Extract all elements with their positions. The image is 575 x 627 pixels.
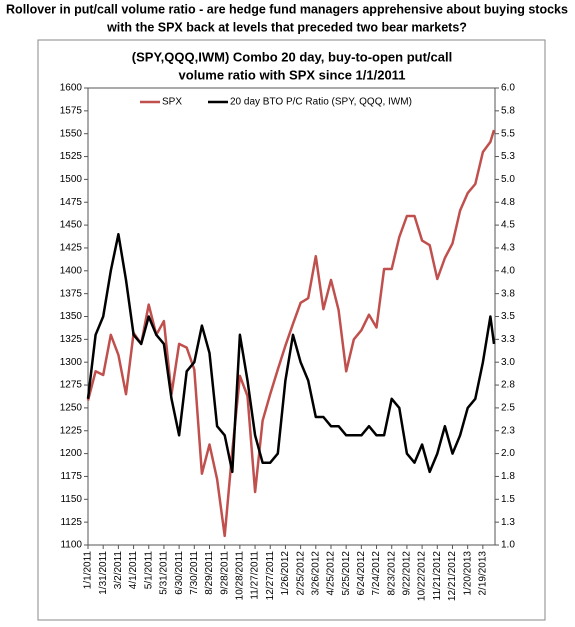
y2-tick-label: 5.5: [501, 128, 515, 139]
y2-tick-label: 4.3: [501, 243, 515, 254]
chart-title: Rollover in put/call volume ratio - are …: [6, 2, 568, 16]
x-tick-label: 11/27/2011: [250, 551, 261, 600]
x-tick-label: 8/23/2012: [386, 551, 397, 596]
x-tick-label: 1/31/2011: [98, 551, 109, 595]
y-tick-label: 1400: [60, 265, 83, 276]
x-tick-label: 3/2/2011: [113, 551, 124, 590]
y-tick-label: 1100: [60, 540, 82, 551]
y-tick-label: 1250: [60, 403, 83, 414]
chart-title: with the SPX back at levels that precede…: [106, 20, 467, 34]
series-line: [86, 232, 496, 474]
y-tick-label: 1125: [60, 517, 82, 528]
x-tick-label: 10/22/2012: [417, 551, 428, 601]
x-tick-label: 4/25/2012: [326, 551, 337, 596]
y2-tick-label: 2.3: [501, 425, 515, 436]
legend-label: SPX: [162, 97, 182, 108]
y2-tick-label: 2.0: [501, 448, 515, 459]
y2-tick-label: 5.0: [501, 174, 515, 185]
x-tick-label: 10/28/2011: [235, 551, 246, 601]
y-tick-label: 1450: [60, 220, 83, 231]
y2-tick-label: 1.8: [501, 471, 515, 482]
legend-label: 20 day BTO P/C Ratio (SPY, QQQ, IWM): [230, 97, 412, 108]
y2-tick-label: 6.0: [501, 83, 515, 94]
y2-tick-label: 3.3: [501, 334, 515, 345]
x-tick-label: 9/28/2011: [219, 551, 230, 595]
y2-tick-label: 2.5: [501, 403, 515, 414]
y-tick-label: 1200: [60, 448, 83, 459]
x-tick-label: 5/25/2012: [341, 551, 352, 596]
x-tick-label: 11/21/2012: [432, 551, 443, 601]
y-tick-label: 1175: [60, 471, 82, 482]
y2-tick-label: 3.0: [501, 357, 515, 368]
x-tick-label: 5/1/2011: [143, 551, 154, 590]
y-tick-label: 1225: [60, 425, 83, 436]
x-tick-label: 1/26/2012: [280, 551, 291, 596]
y2-tick-label: 3.8: [501, 288, 515, 299]
x-tick-label: 1/20/2013: [462, 551, 473, 596]
x-tick-label: 2/19/2013: [477, 551, 488, 596]
y-tick-label: 1475: [60, 197, 83, 208]
x-tick-label: 12/21/2012: [447, 551, 458, 601]
y-tick-label: 1375: [60, 288, 83, 299]
y2-tick-label: 4.0: [501, 265, 515, 276]
chart-subtitle: (SPY,QQQ,IWM) Combo 20 day, buy-to-open …: [132, 49, 452, 64]
y-tick-label: 1425: [60, 243, 83, 254]
x-tick-label: 7/24/2012: [371, 551, 382, 596]
y-tick-label: 1325: [60, 334, 83, 345]
x-tick-label: 1/1/2011: [83, 551, 94, 590]
y-tick-label: 1600: [60, 83, 83, 94]
y-tick-label: 1575: [60, 105, 83, 116]
y2-tick-label: 4.5: [501, 220, 515, 231]
x-tick-label: 2/25/2012: [295, 551, 306, 596]
y-tick-label: 1350: [60, 311, 83, 322]
y-tick-label: 1525: [60, 151, 83, 162]
x-tick-label: 6/30/2011: [174, 551, 185, 595]
x-tick-label: 8/29/2011: [204, 551, 215, 595]
y2-tick-label: 4.8: [501, 197, 515, 208]
x-tick-label: 5/31/2011: [159, 551, 170, 595]
y2-tick-label: 5.8: [501, 105, 515, 116]
y-tick-label: 1500: [60, 174, 83, 185]
y2-tick-label: 5.3: [501, 151, 515, 162]
x-tick-label: 6/24/2012: [356, 551, 367, 596]
y-tick-label: 1300: [60, 357, 83, 368]
y2-tick-label: 2.8: [501, 380, 515, 391]
y-tick-label: 1150: [60, 494, 82, 505]
x-tick-label: 12/27/2011: [265, 551, 276, 601]
y2-tick-label: 1.5: [501, 494, 515, 505]
y-tick-label: 1550: [60, 128, 83, 139]
x-tick-label: 4/1/2011: [128, 551, 139, 590]
chart-subtitle: volume ratio with SPX since 1/1/2011: [179, 67, 406, 82]
x-tick-label: 3/26/2012: [310, 551, 321, 596]
y2-tick-label: 1.0: [501, 540, 515, 551]
x-tick-label: 9/22/2012: [402, 551, 413, 596]
y-tick-label: 1275: [60, 380, 83, 391]
x-tick-label: 7/30/2011: [189, 551, 200, 595]
y2-tick-label: 1.3: [501, 517, 515, 528]
y2-tick-label: 3.5: [501, 311, 515, 322]
